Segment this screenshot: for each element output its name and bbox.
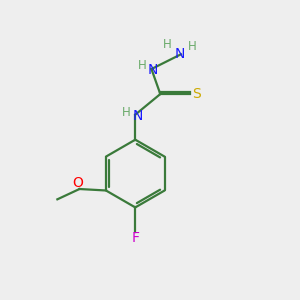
Text: H: H <box>188 40 197 53</box>
Text: O: O <box>73 176 83 190</box>
Text: H: H <box>122 106 130 119</box>
Text: N: N <box>132 109 143 123</box>
Text: N: N <box>148 64 158 77</box>
Text: F: F <box>131 231 139 245</box>
Text: H: H <box>163 38 172 50</box>
Text: S: S <box>192 87 201 101</box>
Text: N: N <box>174 47 184 61</box>
Text: H: H <box>138 59 147 72</box>
